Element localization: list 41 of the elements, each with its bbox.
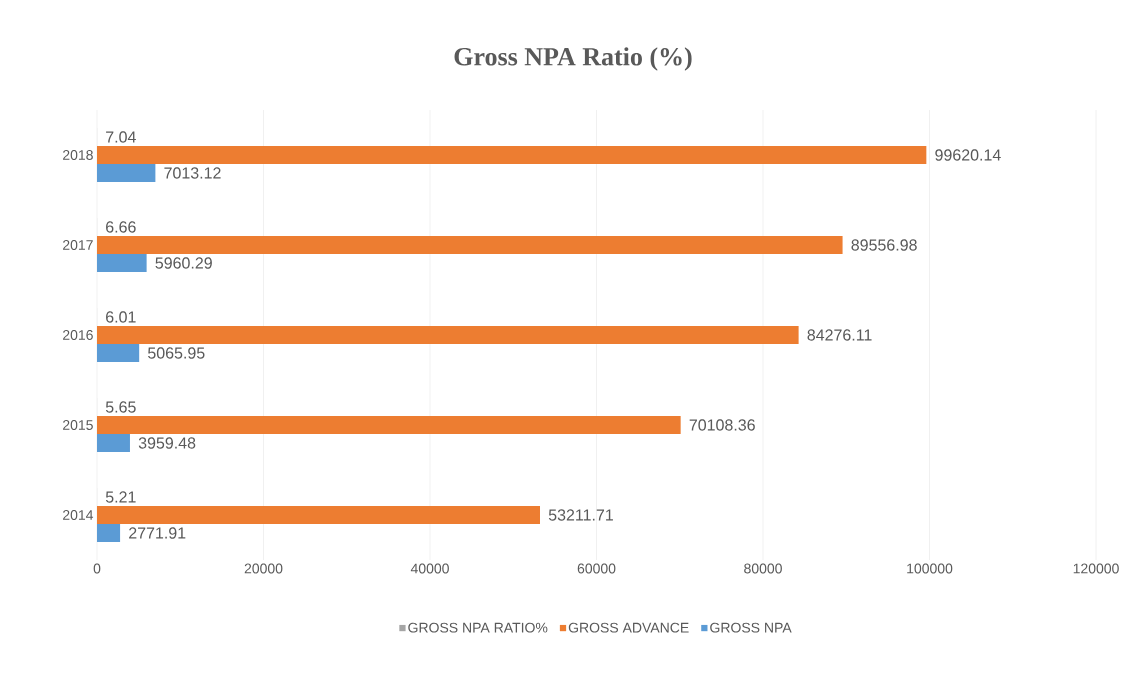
data-label: 7.04 <box>106 131 136 143</box>
x-tick-label: 0 <box>93 563 101 574</box>
bar <box>97 416 681 434</box>
data-label: 89556.98 <box>851 239 917 251</box>
data-label: 6.01 <box>106 311 136 323</box>
data-label: 5.21 <box>105 491 136 503</box>
bar <box>97 236 843 254</box>
data-label: 7013.12 <box>164 167 221 179</box>
data-label: 70108.36 <box>689 419 755 431</box>
bar <box>97 524 121 543</box>
bar <box>97 164 156 182</box>
data-label: 5.65 <box>105 401 136 413</box>
y-tick-label: 2014 <box>63 510 94 520</box>
x-tick-label: 100000 <box>907 563 953 574</box>
data-label: 3959.48 <box>138 437 196 449</box>
y-tick-label: 2016 <box>63 330 93 340</box>
y-tick-label: 2017 <box>63 240 93 250</box>
y-tick-label: 2015 <box>63 420 93 430</box>
x-tick-label: 20000 <box>244 563 283 574</box>
legend-label: GROSS NPA RATIO% <box>408 622 548 633</box>
x-tick-label: 40000 <box>410 563 449 574</box>
data-label: 99620.14 <box>935 149 1001 161</box>
bar <box>97 326 799 344</box>
x-tick-label: 120000 <box>1073 563 1119 574</box>
chart-title: Gross NPA Ratio (%) <box>454 47 692 71</box>
data-label: 5960.29 <box>155 257 212 269</box>
legend-label: GROSS ADVANCE <box>568 622 689 633</box>
bar <box>97 506 540 525</box>
bar <box>97 434 130 452</box>
legend-label: GROSS NPA <box>710 622 792 633</box>
y-tick-label: 2018 <box>63 150 93 160</box>
bar <box>97 344 140 362</box>
x-tick-label: 60000 <box>577 563 616 574</box>
x-tick-label: 80000 <box>744 563 782 574</box>
bar <box>97 254 147 272</box>
data-label: 2771.91 <box>129 527 186 539</box>
data-label: 5065.95 <box>148 347 205 359</box>
bar <box>97 146 927 164</box>
data-label: 84276.11 <box>807 329 872 341</box>
data-label: 53211.71 <box>548 509 613 521</box>
data-label: 6.66 <box>106 221 136 233</box>
